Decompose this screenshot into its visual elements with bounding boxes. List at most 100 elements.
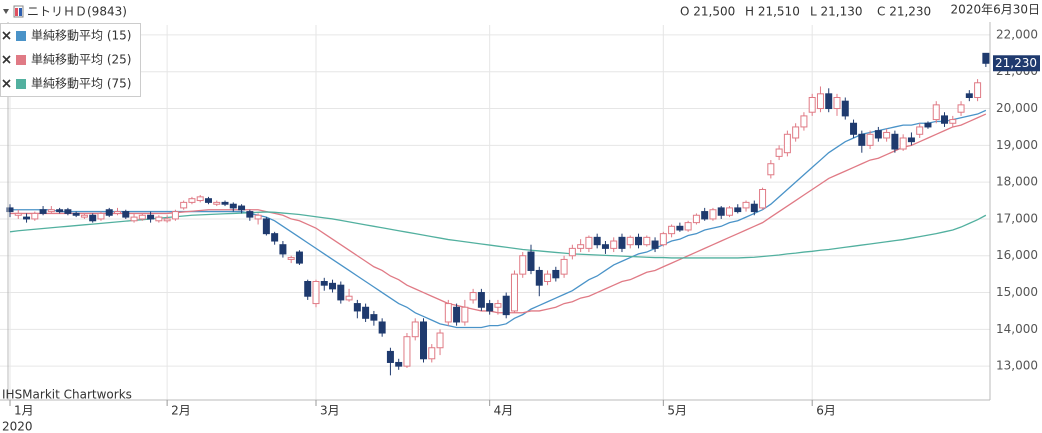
y-tick-label: 20,000 bbox=[996, 101, 1038, 115]
legend-swatch bbox=[16, 55, 26, 65]
candle-body bbox=[759, 188, 767, 209]
candle-body bbox=[196, 196, 204, 202]
symbol-icon-part bbox=[19, 8, 22, 16]
candle-body bbox=[610, 240, 618, 249]
candle-body bbox=[353, 303, 361, 312]
candle-body bbox=[874, 130, 882, 139]
ohlc-label: O 21,500 bbox=[680, 5, 735, 19]
candle-body bbox=[279, 244, 287, 255]
candle-body bbox=[395, 361, 403, 367]
candle-body bbox=[163, 218, 171, 222]
candle-body bbox=[238, 205, 246, 211]
candle-body bbox=[345, 295, 353, 301]
candle-body bbox=[907, 137, 915, 143]
candle-body bbox=[585, 236, 593, 249]
candle-body bbox=[916, 126, 924, 135]
candle-body bbox=[635, 236, 643, 246]
candle-body bbox=[329, 282, 337, 290]
candle-body bbox=[494, 303, 502, 308]
legend-remove[interactable] bbox=[2, 31, 11, 40]
candle-body bbox=[709, 209, 717, 220]
candle-body bbox=[692, 214, 700, 224]
candle-body bbox=[593, 236, 601, 246]
candle-body bbox=[155, 216, 163, 222]
candle-body bbox=[411, 321, 419, 338]
candle-body bbox=[527, 251, 535, 271]
candle-body bbox=[841, 100, 849, 117]
candle-body bbox=[105, 209, 113, 216]
chart-title: ニトリＨＤ(9843) bbox=[27, 5, 127, 19]
legend-label: 単純移動平均 (25) bbox=[31, 53, 131, 67]
candle-body bbox=[180, 201, 188, 209]
dropdown-icon[interactable] bbox=[3, 9, 9, 14]
candle-body bbox=[816, 93, 824, 110]
candle-body bbox=[866, 133, 874, 146]
candle-body bbox=[850, 122, 858, 135]
last-price-tag bbox=[993, 55, 1040, 72]
candle-body bbox=[477, 292, 485, 308]
candle-body bbox=[825, 93, 833, 110]
legend-label: 単純移動平均 (15) bbox=[31, 29, 131, 43]
x-tick-label: 3月 bbox=[320, 404, 340, 418]
symbol-icon bbox=[13, 5, 24, 18]
x-tick-label: 6月 bbox=[816, 404, 836, 418]
candle-body bbox=[221, 201, 229, 205]
y-tick-label: 22,000 bbox=[996, 27, 1038, 41]
y-tick-label: 17,000 bbox=[996, 211, 1038, 225]
candle-body bbox=[320, 281, 328, 286]
legend: 単純移動平均 (15) 単純移動平均 (25) 単純移動平均 (75) bbox=[2, 29, 131, 91]
candle-body bbox=[618, 236, 626, 249]
candle-body bbox=[891, 133, 899, 150]
candle-body bbox=[271, 233, 279, 242]
candle-body bbox=[6, 207, 14, 213]
candle-body bbox=[800, 115, 808, 128]
candle-body bbox=[676, 225, 684, 231]
y-tick-label: 16,000 bbox=[996, 248, 1038, 262]
candle-body bbox=[775, 148, 783, 157]
legend-remove[interactable] bbox=[2, 55, 11, 64]
candle-body bbox=[64, 209, 72, 214]
candle-body bbox=[362, 306, 370, 319]
candle-body bbox=[428, 347, 436, 360]
candle-body bbox=[295, 251, 303, 264]
candle-body bbox=[56, 209, 64, 213]
candle-body bbox=[246, 211, 254, 218]
candle-body bbox=[701, 211, 709, 220]
candle-body bbox=[717, 207, 725, 216]
candle-body bbox=[883, 131, 891, 139]
year-label: 2020 bbox=[2, 420, 33, 433]
watermark: IHSMarkit Chartworks bbox=[2, 388, 132, 402]
candle-body bbox=[337, 284, 345, 301]
ohlc-label: H 21,510 bbox=[745, 5, 800, 19]
x-tick-label: 2月 bbox=[171, 404, 191, 418]
legend-remove[interactable] bbox=[2, 79, 11, 88]
candle-body bbox=[974, 82, 982, 98]
legend-swatch bbox=[16, 31, 26, 41]
y-tick-label: 14,000 bbox=[996, 322, 1038, 336]
x-tick-label: 1月 bbox=[14, 404, 34, 418]
candle-body bbox=[643, 236, 651, 246]
candle-body bbox=[742, 201, 750, 209]
candle-body bbox=[378, 321, 386, 334]
candle-body bbox=[519, 255, 527, 275]
candle-body bbox=[560, 258, 568, 275]
legend-swatch bbox=[16, 79, 26, 89]
candle-body bbox=[957, 104, 965, 113]
candle-body bbox=[552, 269, 560, 279]
candle-body bbox=[568, 247, 576, 257]
candle-body bbox=[171, 211, 179, 220]
candle-body bbox=[767, 163, 775, 176]
candle-body bbox=[14, 212, 22, 216]
candle-body bbox=[138, 214, 146, 220]
candle-body bbox=[204, 198, 212, 203]
candle-body bbox=[792, 126, 800, 139]
candle-body bbox=[72, 212, 80, 216]
candle-body bbox=[31, 212, 39, 220]
candle-body bbox=[453, 306, 461, 323]
x-tick-label: 5月 bbox=[667, 404, 687, 418]
ohlc-label: C 21,230 bbox=[877, 5, 931, 19]
candle-body bbox=[304, 281, 312, 297]
candle-body bbox=[668, 225, 676, 235]
candle-body bbox=[502, 295, 510, 316]
